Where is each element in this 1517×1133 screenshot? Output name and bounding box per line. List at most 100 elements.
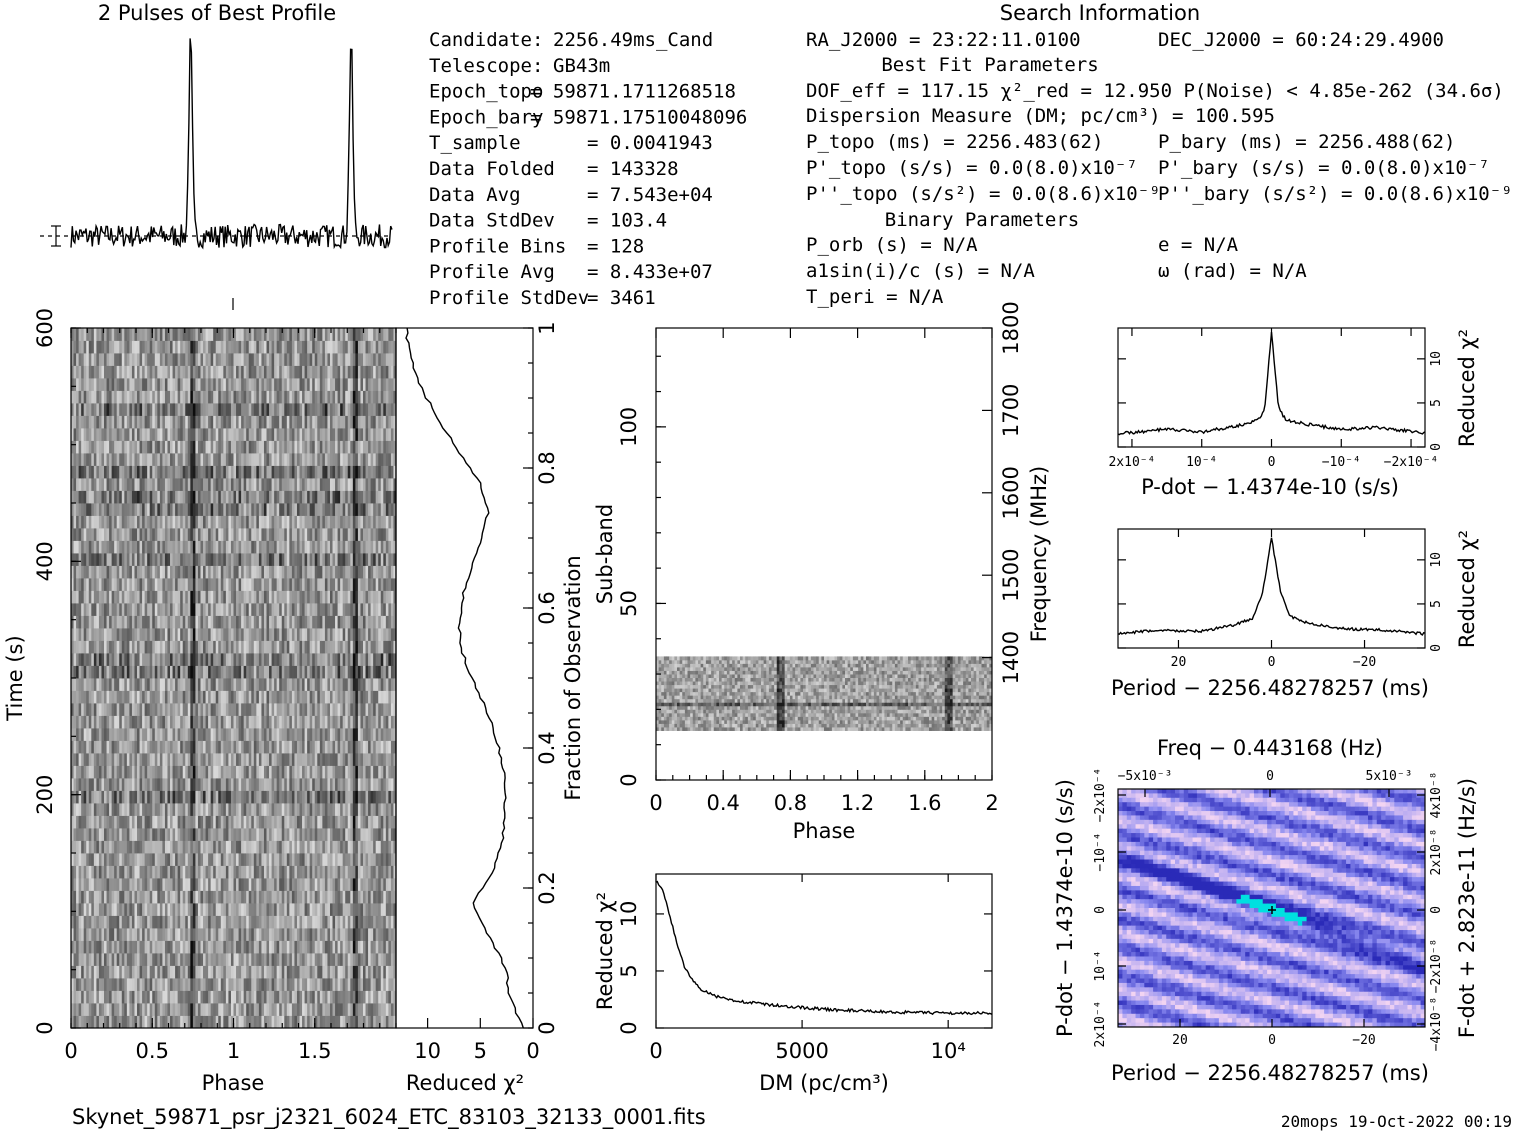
heatmap-cell bbox=[109, 878, 113, 891]
heatmap-cell bbox=[131, 903, 135, 916]
heatmap-cell bbox=[78, 953, 82, 966]
heatmap-cell bbox=[347, 940, 351, 954]
heatmap-cell bbox=[261, 903, 265, 916]
heatmap-cell bbox=[360, 865, 364, 879]
heatmap-cell bbox=[114, 665, 118, 679]
heatmap-cell bbox=[76, 990, 80, 1004]
heatmap-cell bbox=[256, 990, 260, 1004]
heatmap-cell bbox=[261, 690, 265, 704]
heatmap-cell bbox=[230, 540, 234, 554]
heatmap-cell bbox=[104, 865, 107, 879]
heatmap-cell bbox=[73, 803, 77, 816]
heatmap-cell bbox=[197, 840, 201, 854]
heatmap-cell bbox=[370, 940, 374, 954]
heatmap-cell bbox=[177, 865, 181, 879]
heatmap-cell bbox=[142, 803, 146, 816]
heatmap-cell bbox=[340, 640, 344, 654]
heatmap-cell bbox=[390, 640, 394, 654]
heatmap-cell bbox=[152, 690, 156, 704]
heatmap-cell bbox=[86, 628, 90, 641]
heatmap-cell bbox=[109, 803, 113, 816]
heatmap-cell bbox=[109, 653, 113, 666]
heatmap-cell bbox=[192, 665, 196, 679]
heatmap-cell bbox=[126, 828, 130, 841]
heatmap-cell bbox=[319, 615, 323, 629]
heatmap-cell bbox=[340, 815, 344, 829]
heatmap-cell bbox=[104, 853, 107, 866]
heatmap-cell bbox=[294, 715, 298, 729]
heatmap-cell bbox=[182, 628, 186, 641]
heatmap-cell bbox=[266, 878, 270, 891]
heatmap-cell bbox=[190, 665, 194, 679]
heatmap-cell bbox=[342, 740, 346, 754]
heatmap-cell bbox=[299, 965, 303, 979]
heatmap-cell bbox=[121, 728, 125, 741]
heatmap-cell bbox=[241, 740, 245, 754]
heatmap-cell bbox=[223, 640, 227, 654]
heatmap-cell bbox=[170, 965, 173, 979]
heatmap-cell bbox=[73, 590, 77, 604]
heatmap-cell bbox=[299, 828, 303, 841]
heatmap-cell bbox=[362, 753, 366, 766]
heatmap-cell bbox=[76, 578, 80, 591]
heatmap-cell bbox=[337, 653, 341, 666]
heatmap-cell bbox=[286, 640, 290, 654]
heatmap-cell bbox=[276, 803, 280, 816]
heatmap-cell bbox=[251, 965, 255, 979]
heatmap-cell bbox=[352, 690, 356, 704]
heatmap-cell bbox=[159, 840, 163, 854]
heatmap-cell bbox=[319, 565, 323, 579]
heatmap-cell bbox=[378, 815, 382, 829]
heatmap-cell bbox=[296, 890, 300, 904]
heatmap-cell bbox=[220, 690, 224, 704]
heatmap-cell bbox=[98, 990, 102, 1004]
heatmap-cell bbox=[312, 803, 316, 816]
heatmap-cell bbox=[291, 865, 295, 879]
heatmap-cell bbox=[73, 753, 77, 766]
heatmap-cell bbox=[192, 590, 196, 604]
heatmap-cell bbox=[220, 865, 224, 879]
heatmap-cell bbox=[274, 940, 278, 954]
heatmap-cell bbox=[96, 565, 100, 579]
heatmap-cell bbox=[144, 965, 148, 979]
heatmap-cell bbox=[167, 690, 171, 704]
heatmap-cell bbox=[327, 890, 331, 904]
heatmap-cell bbox=[238, 815, 242, 829]
heatmap-cell bbox=[76, 965, 80, 979]
heatmap-cell bbox=[276, 965, 280, 979]
heatmap-cell bbox=[175, 840, 179, 854]
heatmap-cell bbox=[96, 615, 100, 629]
heatmap-cell bbox=[248, 715, 252, 729]
heatmap-cell bbox=[294, 915, 298, 929]
heatmap-cell bbox=[205, 803, 209, 816]
heatmap-cell bbox=[170, 953, 173, 966]
heatmap-cell bbox=[322, 565, 326, 579]
heatmap-cell bbox=[126, 790, 130, 804]
heatmap-cell bbox=[319, 790, 323, 804]
heatmap-cell bbox=[248, 990, 252, 1004]
heatmap-cell bbox=[98, 803, 102, 816]
heatmap-cell bbox=[286, 965, 290, 979]
heatmap-cell bbox=[238, 903, 242, 916]
heatmap-cell bbox=[195, 765, 199, 779]
heatmap-cell bbox=[304, 765, 308, 779]
heatmap-cell bbox=[73, 915, 77, 929]
heatmap-cell bbox=[93, 865, 97, 879]
heatmap-cell bbox=[342, 1015, 346, 1028]
heatmap-cell bbox=[111, 815, 115, 829]
heatmap-cell bbox=[144, 765, 148, 779]
heatmap-cell bbox=[279, 753, 283, 766]
heatmap-cell bbox=[162, 903, 166, 916]
heatmap-cell bbox=[332, 628, 336, 641]
heatmap-cell bbox=[375, 553, 379, 566]
heatmap-cell bbox=[362, 590, 366, 604]
heatmap-cell bbox=[124, 840, 128, 854]
heatmap-cell bbox=[269, 940, 272, 954]
heatmap-cell bbox=[159, 803, 163, 816]
heatmap-cell bbox=[182, 640, 186, 654]
heatmap-cell bbox=[337, 915, 341, 929]
heatmap-cell bbox=[276, 690, 280, 704]
heatmap-cell bbox=[149, 928, 153, 941]
heatmap-cell bbox=[383, 828, 387, 841]
heatmap-cell bbox=[88, 615, 92, 629]
